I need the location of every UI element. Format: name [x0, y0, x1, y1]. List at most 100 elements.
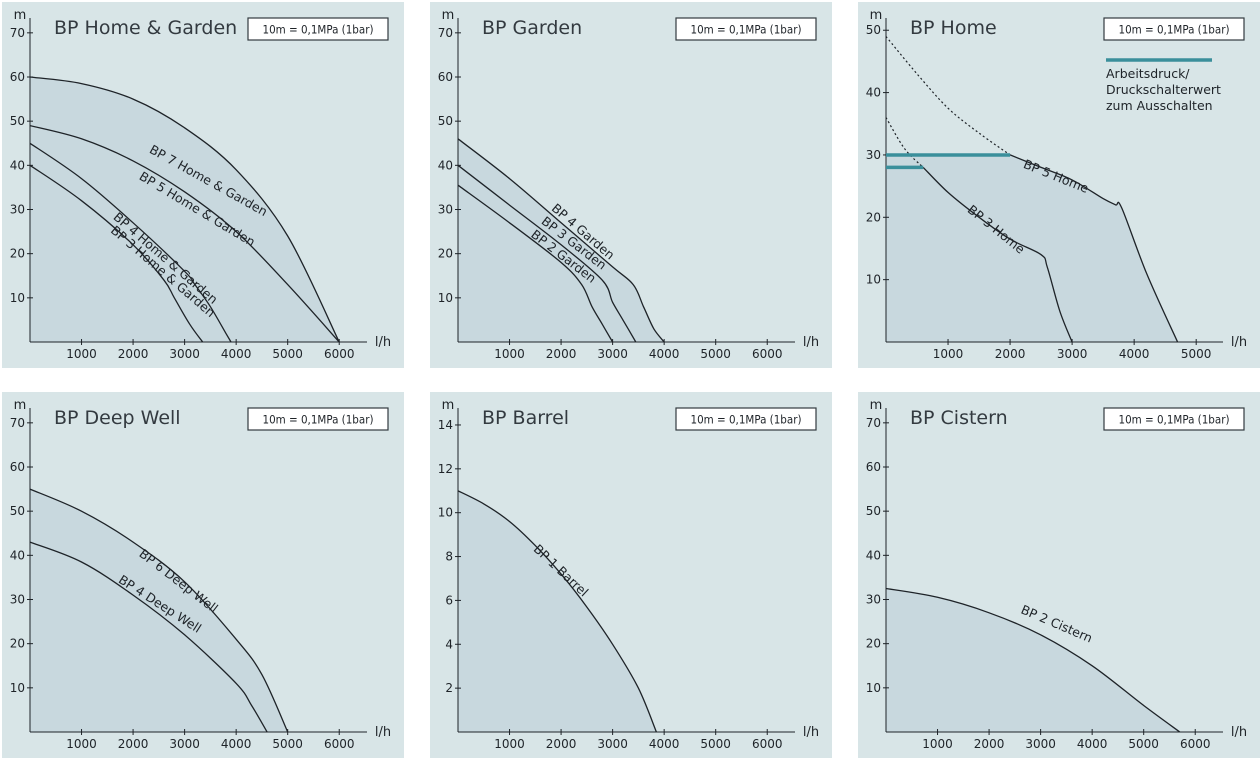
x-tick-label: 5000: [272, 737, 303, 751]
series-line-bp-2-garden: [457, 184, 614, 343]
series-line-bp-4-deep-well: [29, 541, 268, 733]
y-tick-label: 8: [445, 550, 453, 564]
chart-panel-bp-deep-well: 10 20 30 40 50 60 70 1000 2000 3000 4000 5000 6000 m l…: [2, 392, 404, 758]
area-fill-bp-deep-well: [30, 489, 288, 732]
y-tick-label: 40: [10, 158, 25, 172]
y-tick-label: 70: [438, 26, 453, 40]
pressure-badge-text: 10m = 0,1MPa (1bar): [262, 413, 373, 427]
x-tick-label: 4000: [649, 737, 680, 751]
y-tick-label: 10: [10, 291, 25, 305]
y-tick-label: 4: [445, 637, 453, 651]
x-tick-label: 5000: [700, 347, 731, 361]
chart-svg-bp-deep-well: 10 20 30 40 50 60 70 1000 2000 3000 4000 5000 6000 m l…: [10, 398, 391, 751]
area-fill-bp-garden: [458, 138, 665, 342]
x-tick-label: 3000: [169, 347, 200, 361]
series-line-bp-1-barrel: [457, 490, 658, 733]
y-tick-label: 50: [866, 504, 881, 518]
chart-panel-bp-barrel: 2 4 6 8 10 12 14 1000 2000 3000 4000 5000 6000 m l/h BP…: [430, 392, 832, 758]
y-tick-label: 70: [10, 26, 25, 40]
y-tick-label: 60: [438, 70, 453, 84]
series-line-bp-3-home: [922, 166, 1073, 343]
y-tick-label: 10: [438, 291, 453, 305]
chart-title: BP Barrel: [482, 407, 569, 429]
x-tick-label: 3000: [169, 737, 200, 751]
series-line-bp-2-cistern: [885, 587, 1181, 733]
x-tick-label: 4000: [1077, 737, 1108, 751]
pressure-badge-box: [247, 407, 389, 431]
y-tick-label: 70: [866, 416, 881, 430]
series-line-bp-5-home-and-garden: [29, 124, 340, 343]
chart-title: BP Deep Well: [54, 407, 181, 429]
y-tick-label: 2: [445, 681, 453, 695]
y-tick-label: 40: [866, 548, 881, 562]
y-tick-label: 60: [10, 70, 25, 84]
pressure-badge-text: 10m = 0,1MPa (1bar): [690, 23, 801, 37]
x-tick-label: 2000: [118, 347, 149, 361]
y-tick-label: 30: [866, 593, 881, 607]
pressure-badge-box: [675, 17, 817, 41]
y-tick-label: 70: [10, 416, 25, 430]
y-axis-unit: m: [870, 8, 883, 23]
legend-text-threshold: Arbeitsdruck/Druckschalterwert zum Aussch…: [1106, 66, 1221, 113]
pressure-badge-box: [247, 17, 389, 41]
x-axis-unit: l/h: [803, 725, 819, 740]
x-tick-label: 5000: [700, 737, 731, 751]
y-tick-label: 20: [866, 637, 881, 651]
chart-svg-bp-home-garden: 10 20 30 40 50 60 70 1000 2000 3000 4000 5000 6000 m l…: [10, 8, 391, 361]
x-tick-label: 2000: [118, 737, 149, 751]
chart-svg-bp-barrel: 2 4 6 8 10 12 14 1000 2000 3000 4000 5000 6000 m l/h BP…: [438, 398, 819, 751]
y-tick-label: 6: [445, 593, 453, 607]
series-dotted-bp-5-home: [885, 36, 1011, 156]
x-tick-label: 1000: [66, 737, 97, 751]
area-fill-bp-barrel: [458, 490, 657, 732]
chart-svg-bp-home: 10 20 30 40 50 1000 2000 3000 4000 5000 m l/h BP Hom…: [866, 8, 1247, 361]
pressure-badge-text: 10m = 0,1MPa (1bar): [690, 413, 801, 427]
area-fill-bp-home: [886, 154, 1178, 342]
y-tick-label: 50: [438, 114, 453, 128]
chart-title: BP Home: [910, 17, 997, 39]
y-tick-label: 50: [10, 504, 25, 518]
x-tick-label: 5000: [1128, 737, 1159, 751]
x-axis-unit: l/h: [1231, 725, 1247, 740]
pressure-badge-text: 10m = 0,1MPa (1bar): [1118, 23, 1229, 37]
x-tick-label: 4000: [221, 347, 252, 361]
chart-panel-bp-garden: 10 20 30 40 50 60 70 1000 2000 3000 4000 5000 6000 m l…: [430, 2, 832, 368]
x-tick-label: 4000: [649, 347, 680, 361]
x-axis-unit: l/h: [803, 335, 819, 350]
y-tick-label: 20: [438, 247, 453, 261]
y-tick-label: 30: [438, 203, 453, 217]
x-tick-label: 5000: [272, 347, 303, 361]
series-line-bp-3-garden: [457, 164, 637, 343]
x-tick-label: 5000: [1181, 347, 1212, 361]
y-tick-label: 50: [866, 23, 881, 37]
y-tick-label: 40: [10, 548, 25, 562]
y-tick-label: 12: [438, 462, 453, 476]
y-axis-unit: m: [870, 398, 883, 413]
y-tick-label: 10: [866, 273, 881, 287]
x-tick-label: 3000: [1025, 737, 1056, 751]
y-tick-label: 20: [10, 637, 25, 651]
x-tick-label: 1000: [933, 347, 964, 361]
y-tick-label: 50: [10, 114, 25, 128]
y-tick-label: 14: [438, 418, 453, 432]
x-axis-unit: l/h: [375, 335, 391, 350]
chart-svg-bp-garden: 10 20 30 40 50 60 70 1000 2000 3000 4000 5000 6000 m l…: [438, 8, 819, 361]
x-tick-label: 6000: [752, 737, 783, 751]
x-tick-label: 1000: [66, 347, 97, 361]
x-tick-label: 1000: [494, 737, 525, 751]
y-axis-unit: m: [14, 398, 27, 413]
pressure-badge-text: 10m = 0,1MPa (1bar): [262, 23, 373, 37]
area-fill-bp-home-and-garden: [30, 77, 340, 342]
chart-title: BP Home & Garden: [54, 17, 237, 39]
y-tick-label: 40: [438, 158, 453, 172]
y-axis-unit: m: [442, 398, 455, 413]
y-tick-label: 10: [10, 681, 25, 695]
y-tick-label: 20: [866, 210, 881, 224]
y-axis-unit: m: [442, 8, 455, 23]
y-tick-label: 10: [438, 506, 453, 520]
y-tick-label: 30: [10, 203, 25, 217]
x-tick-label: 4000: [221, 737, 252, 751]
pressure-badge-box: [675, 407, 817, 431]
y-axis-unit: m: [14, 8, 27, 23]
series-line-bp-5-home: [1009, 154, 1179, 343]
